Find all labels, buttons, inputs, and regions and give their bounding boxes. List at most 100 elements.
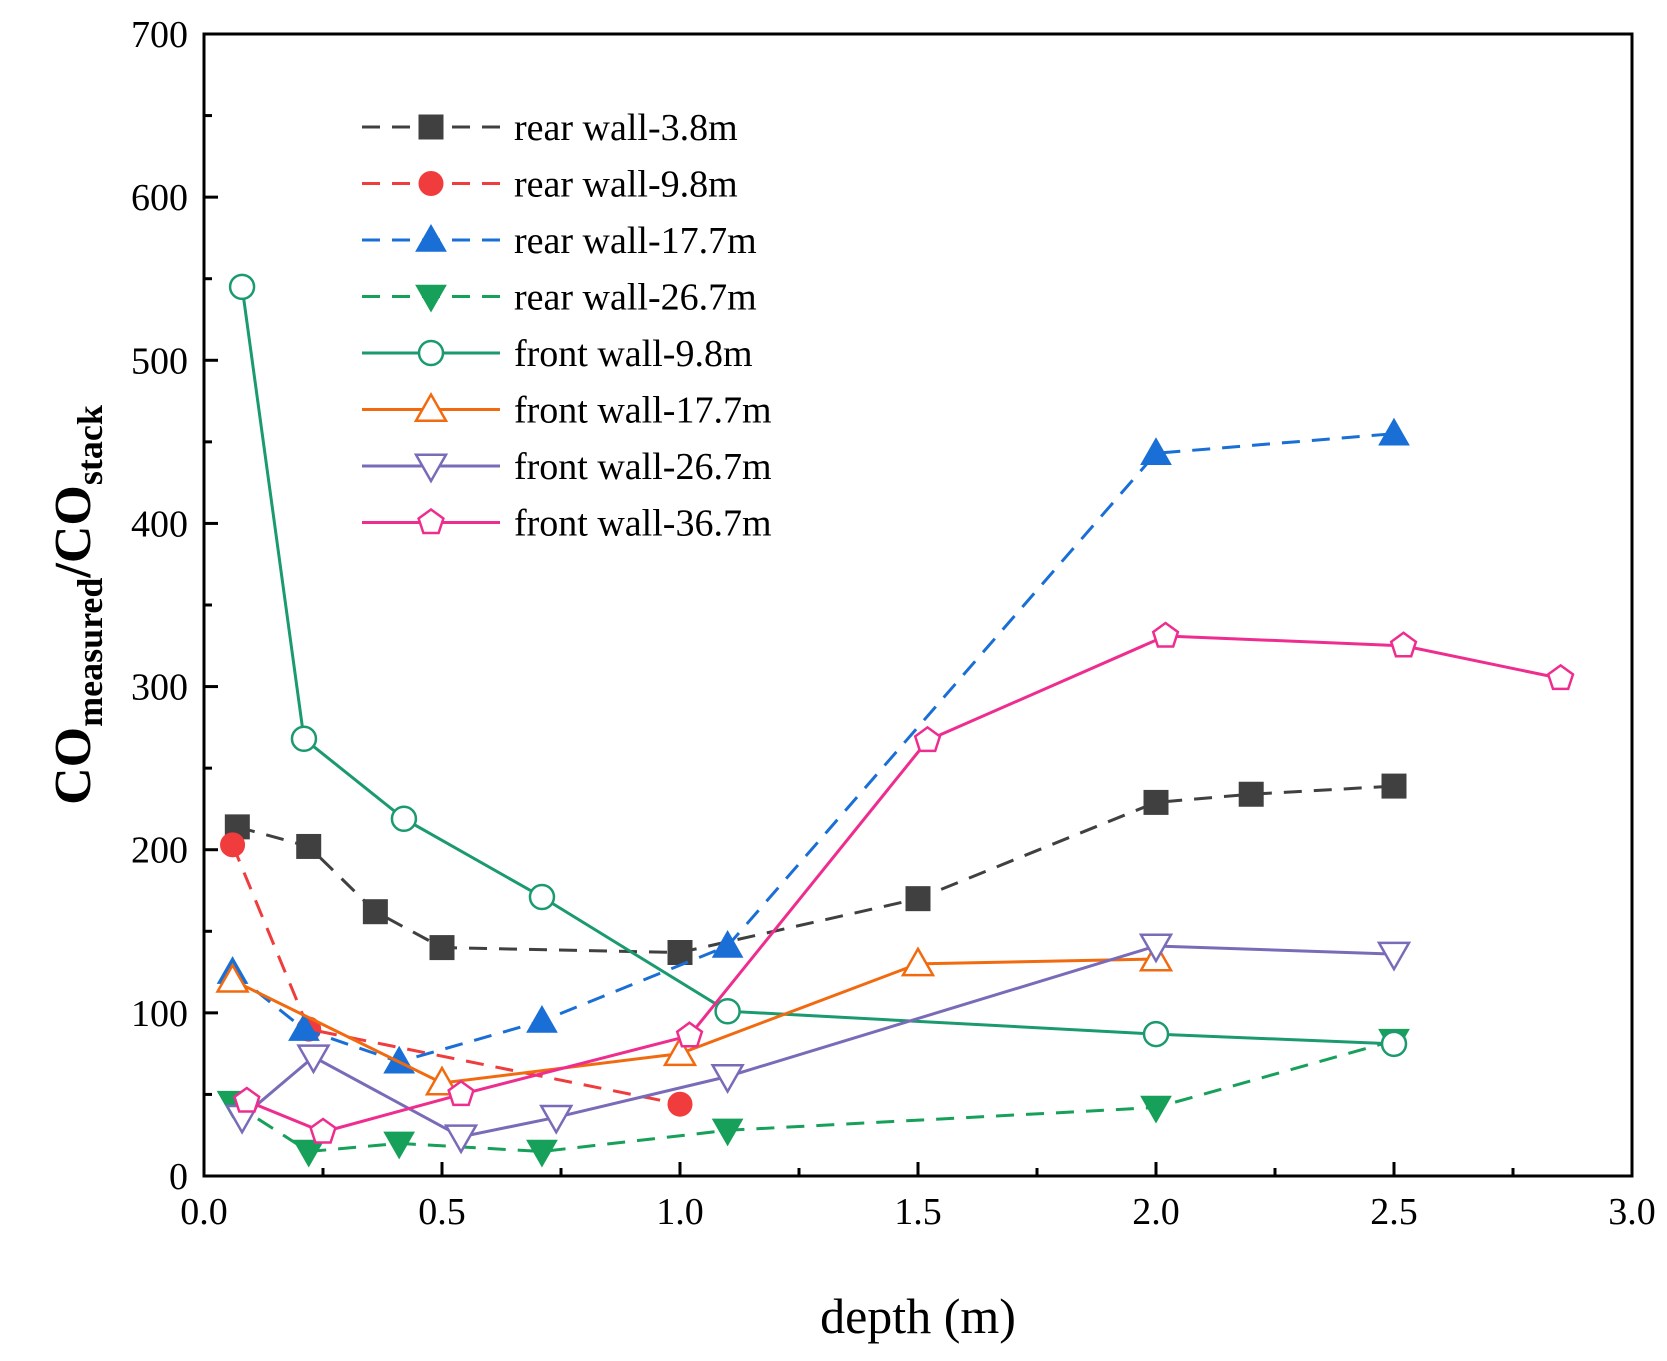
series-layer: [215, 273, 1575, 1168]
legend-label: rear wall-26.7m: [514, 277, 757, 319]
series-1: [224, 773, 1407, 965]
legend-label: rear wall-3.8m: [514, 107, 738, 149]
data-point: [539, 1104, 574, 1135]
legend-marker: [413, 391, 449, 422]
series-3: [216, 417, 1410, 1074]
y-tick-label: 400: [131, 503, 188, 545]
data-point: [711, 1118, 744, 1147]
data-point: [1381, 773, 1407, 799]
data-point: [913, 725, 942, 753]
data-point: [526, 1005, 558, 1033]
legend-entry: front wall-17.7m: [362, 390, 772, 432]
y-axis-title: COmeasured/COstack: [45, 405, 110, 805]
legend-entry: rear wall-26.7m: [362, 277, 757, 319]
y-tick-label: 100: [131, 993, 188, 1035]
data-point: [1143, 789, 1169, 815]
data-point: [1138, 933, 1174, 964]
legend-label: front wall-36.7m: [514, 503, 772, 545]
legend-entry: front wall-9.8m: [362, 333, 753, 375]
legend-marker: [417, 339, 445, 367]
data-point: [292, 1139, 325, 1168]
data-point: [309, 1117, 337, 1144]
legend-marker: [418, 114, 444, 140]
legend-label: front wall-9.8m: [514, 333, 753, 375]
y-tick-label: 200: [131, 830, 188, 872]
data-point: [290, 725, 318, 753]
series-6: [215, 941, 1174, 1096]
y-tick-label: 500: [131, 340, 188, 382]
x-tick-label: 0.0: [180, 1191, 228, 1233]
legend-label: front wall-26.7m: [514, 446, 772, 488]
y-tick-label: 0: [169, 1156, 188, 1198]
data-point: [905, 886, 931, 912]
data-point: [675, 1021, 704, 1048]
data-point: [1238, 781, 1264, 807]
data-point: [711, 929, 744, 958]
series-7: [224, 933, 1412, 1155]
data-point: [900, 946, 936, 977]
series-line: [231, 844, 681, 1106]
data-point: [443, 1124, 479, 1155]
data-point: [1140, 437, 1172, 466]
data-point: [1380, 1030, 1408, 1058]
y-axis-title-main: CO: [45, 727, 102, 805]
x-tick-label: 3.0: [1608, 1191, 1656, 1233]
data-point: [710, 1063, 745, 1095]
legend-entry: rear wall-3.8m: [362, 107, 738, 149]
legend-label: rear wall-9.8m: [514, 164, 738, 206]
legend-label: front wall-17.7m: [514, 390, 772, 432]
legend-marker: [415, 284, 447, 313]
y-axis-title-slash: /CO: [45, 485, 102, 578]
x-tick-label: 2.0: [1132, 1191, 1180, 1233]
series-5: [228, 273, 1408, 1058]
x-tick-labels: 0.0 0.5 1.0 1.5 2.0 2.5 3.0: [180, 1191, 1656, 1233]
y-tick-label: 300: [131, 667, 188, 709]
data-point: [662, 1036, 698, 1067]
data-point: [526, 1139, 558, 1168]
data-point: [1140, 1095, 1172, 1124]
data-point: [296, 833, 322, 859]
data-point: [714, 997, 741, 1025]
data-point: [215, 962, 250, 993]
legend-entry: rear wall-17.7m: [362, 220, 757, 262]
x-axis-title: depth (m): [820, 1288, 1016, 1344]
y-axis-title-sub2: stack: [70, 405, 110, 485]
data-point: [1378, 417, 1410, 446]
series-8: [233, 621, 1575, 1144]
legend-marker: [417, 507, 445, 535]
series-line: [231, 432, 1395, 1064]
data-point: [667, 939, 693, 965]
x-tick-label: 1.0: [656, 1191, 704, 1233]
data-point: [220, 832, 246, 858]
data-point: [528, 883, 556, 911]
data-point: [424, 1065, 460, 1096]
x-tick-label: 1.5: [894, 1191, 942, 1233]
legend-entry: rear wall-9.8m: [362, 164, 738, 206]
data-point: [288, 1013, 320, 1041]
data-point: [390, 805, 418, 832]
legend: rear wall-3.8m rear wall-9.8m rear wall-17…: [362, 107, 772, 545]
plot-area: [202, 32, 1634, 1178]
data-point: [447, 1079, 475, 1107]
series-line: [246, 634, 1561, 1134]
data-point: [296, 1044, 331, 1075]
data-point: [429, 935, 455, 961]
legend-entry: front wall-26.7m: [362, 446, 772, 488]
y-tick-label: 700: [131, 14, 188, 56]
data-point: [383, 1131, 416, 1160]
legend-entry: front wall-36.7m: [362, 503, 772, 545]
series-2: [220, 832, 693, 1117]
legend-marker: [413, 453, 449, 484]
data-point: [233, 1086, 261, 1113]
y-tick-labels: 0 100 200 300 400 500 600 700: [131, 14, 188, 1198]
y-tick-label: 600: [131, 177, 188, 219]
x-tick-label: 0.5: [418, 1191, 466, 1233]
axis-ticks: [202, 32, 1634, 1178]
legend-marker: [418, 171, 444, 196]
legend-label: rear wall-17.7m: [514, 220, 757, 262]
data-point: [1389, 631, 1418, 658]
y-axis-title-sub1: measured: [70, 578, 110, 727]
data-point: [1142, 1020, 1170, 1048]
data-point: [667, 1091, 693, 1117]
